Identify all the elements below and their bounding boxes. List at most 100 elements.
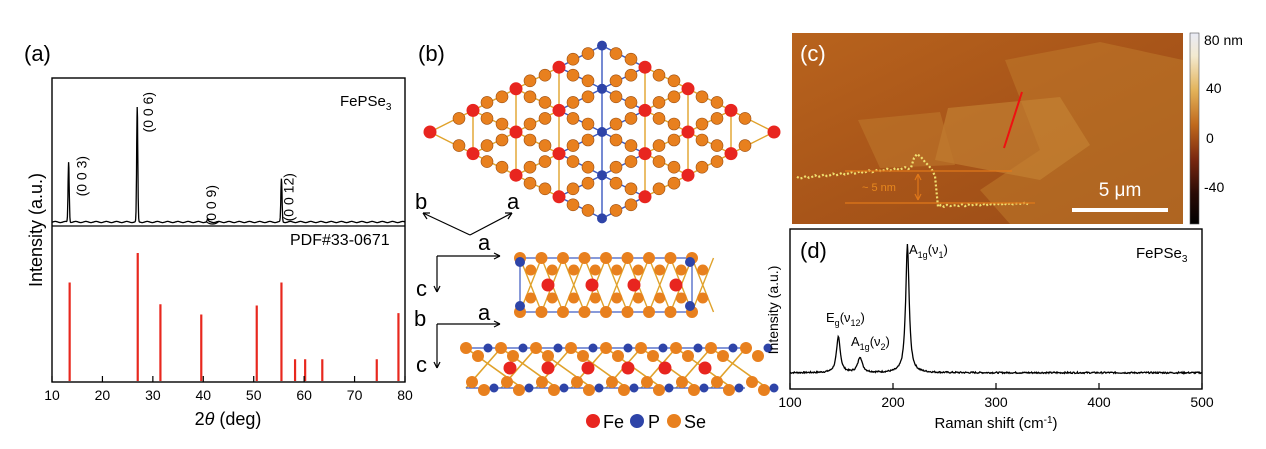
axis-label-a-top: a xyxy=(507,189,520,214)
atom-fe xyxy=(466,147,480,161)
x-tick-label: 80 xyxy=(397,387,413,403)
atom-se xyxy=(523,117,537,131)
panel-a-x-label: 2θ (deg) xyxy=(195,409,262,429)
atom-fe xyxy=(681,125,695,139)
atom-se xyxy=(624,155,638,168)
atom-p xyxy=(597,170,607,181)
panel-d-x-label: Raman shift (cm-1) xyxy=(934,415,1057,432)
atom-se xyxy=(667,90,681,104)
colorbar-tick-0: 0 xyxy=(1206,130,1214,146)
legend-se-label: Se xyxy=(684,412,706,432)
crystal-side-view-ac xyxy=(514,252,715,318)
atom-se xyxy=(566,198,580,212)
panel-c-label: (c) xyxy=(800,41,826,66)
atom-se xyxy=(609,176,623,190)
atom-se xyxy=(710,139,724,152)
atom-fe xyxy=(724,147,738,161)
x-tick-label: 500 xyxy=(1190,394,1214,410)
atom-se xyxy=(609,90,623,104)
raman-peak-label: Eg(ν12) xyxy=(826,310,865,328)
atom-se xyxy=(624,112,638,125)
x-tick-label: 40 xyxy=(195,387,211,403)
panel-d-label: (d) xyxy=(800,238,827,263)
atom-se xyxy=(609,204,623,217)
atom-fe xyxy=(658,361,672,375)
atom-fe xyxy=(581,361,595,375)
x-tick-label: 20 xyxy=(95,387,111,403)
atom-fe xyxy=(669,278,683,292)
atom-se xyxy=(652,96,666,109)
raman-peak-labels: Eg(ν12) A1g(ν2) A1g(ν1) xyxy=(826,242,948,352)
raman-spectrum-line xyxy=(789,243,1202,375)
atom-se xyxy=(738,112,752,125)
atom-se xyxy=(495,117,509,131)
atom-fe xyxy=(767,125,781,139)
atom-fe xyxy=(509,168,523,182)
x-tick-label: 10 xyxy=(44,387,60,403)
panel-d: (d) 100 200 300 400 500 Eg(ν12) A1g(ν2) A1g(ν1… xyxy=(765,228,1214,432)
atom-fe xyxy=(503,361,517,375)
pdf-reference-lines xyxy=(68,253,400,381)
panel-a-frame xyxy=(51,77,406,383)
atom-se xyxy=(581,133,595,147)
atom-se xyxy=(695,160,709,174)
atom-fe xyxy=(552,103,566,117)
atom-se xyxy=(624,52,638,66)
legend-se-dot xyxy=(667,414,681,428)
panel-a: (a) 10 20 30 40 50 60 70 80 (0 0 3)(0 0 6)(0 0 … xyxy=(24,41,413,429)
atom-se xyxy=(495,160,509,174)
peak-label: (0 0 3) xyxy=(74,156,90,196)
atom-se xyxy=(523,74,537,88)
atom-se xyxy=(566,182,580,196)
x-tick-label: 200 xyxy=(881,394,905,410)
x-tick-label: 50 xyxy=(246,387,262,403)
panel-a-sample-label: FePSe3 xyxy=(340,93,392,113)
atom-legend: Fe P Se xyxy=(586,412,706,432)
afm-height-profile xyxy=(796,152,1029,209)
atom-se xyxy=(523,176,537,190)
atom-se xyxy=(710,155,724,168)
atom-se xyxy=(581,160,595,174)
atom-se xyxy=(480,96,494,109)
atom-se xyxy=(667,160,681,174)
atom-fe xyxy=(698,361,712,375)
atom-se xyxy=(609,160,623,174)
x-tick-label: 70 xyxy=(347,387,363,403)
x-tick-label: 100 xyxy=(778,394,802,410)
panel-a-ref-label: PDF#33-0671 xyxy=(290,232,390,249)
axis-label-a-bot: a xyxy=(478,300,491,325)
panel-c: (c) ~ 5 nm 5 μm 80 nm 40 0 -40 xyxy=(792,32,1243,225)
peak-label: (0 0 6) xyxy=(140,92,156,132)
atom-se xyxy=(609,133,623,147)
axis-label-b-bot: b xyxy=(414,306,426,331)
atom-se xyxy=(523,160,537,174)
atom-se xyxy=(495,133,509,147)
atom-se xyxy=(652,182,666,196)
panel-a-label: (a) xyxy=(24,41,51,66)
colorbar-tick-40: 40 xyxy=(1206,80,1222,96)
atom-fe xyxy=(627,278,641,292)
atom-se xyxy=(609,74,623,88)
x-tick-label: 60 xyxy=(296,387,312,403)
atom-se xyxy=(581,47,595,60)
atom-se xyxy=(452,139,466,152)
atom-fe xyxy=(638,60,652,74)
atom-fe xyxy=(681,168,695,182)
atom-fe xyxy=(552,60,566,74)
legend-p-label: P xyxy=(648,412,660,432)
step-height-guides xyxy=(845,170,1035,204)
crystal-side-view-bc xyxy=(460,342,779,396)
atom-se xyxy=(566,96,580,109)
crystal-top-view xyxy=(423,40,781,224)
atom-se xyxy=(609,117,623,131)
x-tick-label: 300 xyxy=(984,394,1008,410)
atom-se xyxy=(566,139,580,152)
atom-se xyxy=(538,155,552,168)
raman-peak-label: A1g(ν2) xyxy=(851,334,890,352)
atom-se xyxy=(538,112,552,125)
atom-se xyxy=(581,117,595,131)
atom-p xyxy=(597,40,607,51)
atom-se xyxy=(667,176,681,190)
atom-se xyxy=(652,112,666,125)
